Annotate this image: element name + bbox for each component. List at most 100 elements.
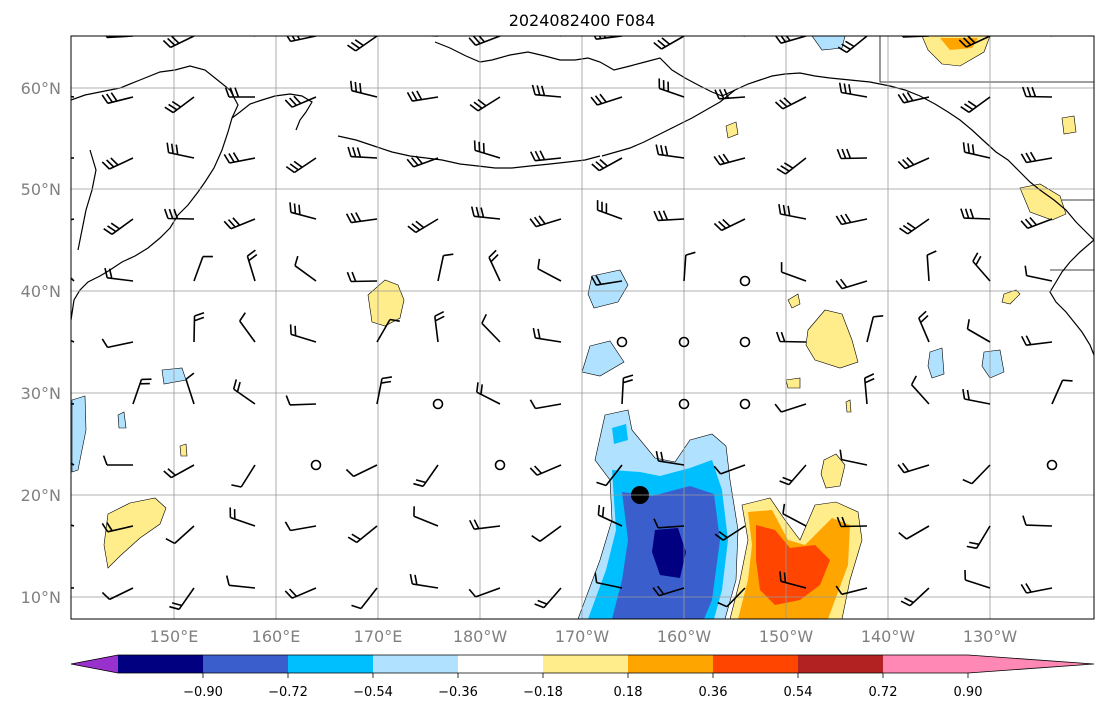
wind-barb	[481, 313, 501, 343]
wind-barb	[132, 378, 152, 405]
colorbar-tick-label: −0.54	[353, 685, 393, 700]
wind-barb	[163, 208, 195, 220]
negative-anomaly-islet5	[927, 347, 945, 379]
wind-barb	[835, 278, 868, 290]
wind-barb	[966, 525, 991, 550]
lon-label: 150°W	[759, 627, 814, 646]
wind-barb	[376, 376, 393, 405]
colorbar-tick-label: −0.18	[523, 685, 563, 700]
wind-barb	[223, 217, 256, 230]
wind-barb	[534, 587, 562, 609]
wind-barb	[837, 36, 868, 54]
map-panel	[70, 35, 1095, 620]
wind-barb	[225, 575, 256, 589]
coastline-aleutians	[337, 135, 601, 169]
positive-anomaly-red	[756, 525, 830, 605]
colorbar-extend-max	[968, 655, 1094, 673]
positive-anomaly-6	[820, 453, 846, 489]
wind-barb	[468, 36, 501, 47]
map-frame	[70, 35, 1095, 620]
wind-barb	[780, 262, 807, 282]
wind-barb	[1020, 335, 1053, 346]
wind-barb	[413, 506, 439, 527]
wind-barb	[223, 152, 256, 164]
colorbar-segment	[798, 655, 883, 673]
wind-barb	[169, 587, 195, 611]
wind-barb	[347, 525, 378, 544]
coastline-sakhalin	[77, 149, 97, 251]
calm-wind-marker	[678, 398, 690, 410]
wind-barb	[966, 319, 991, 343]
wind-barb	[653, 210, 685, 222]
negative-anomaly-spot	[612, 424, 628, 444]
wind-barb	[531, 84, 562, 98]
coastline-layer	[71, 36, 1094, 356]
wind-barb	[286, 36, 317, 43]
wind-barb	[414, 36, 438, 37]
wind-barb	[224, 87, 255, 98]
wind-barb	[774, 403, 807, 413]
wind-barb	[101, 521, 134, 533]
wind-barb	[476, 382, 501, 405]
wind-barb	[531, 525, 562, 542]
calm-wind-marker	[616, 336, 628, 348]
colorbar-tick-label: 0.72	[869, 685, 898, 700]
wind-barb	[345, 464, 378, 478]
wind-barb	[469, 96, 501, 112]
wind-barb	[285, 395, 317, 406]
wind-barb	[713, 153, 746, 166]
wind-barb	[102, 455, 133, 466]
wind-barb	[779, 571, 807, 589]
grid-layer	[71, 36, 1094, 619]
wind-barb	[71, 218, 75, 221]
wind-barb	[239, 312, 256, 343]
coastline-alaska	[434, 41, 1094, 241]
wind-barb	[590, 275, 623, 286]
wind-barb	[166, 142, 195, 159]
colorbar-segment	[628, 655, 713, 673]
calm-wind-marker	[678, 336, 690, 348]
wind-barb	[103, 218, 134, 235]
wind-barb	[537, 258, 562, 282]
wind-barb	[470, 206, 501, 220]
wind-barb	[104, 267, 134, 282]
wind-barb	[285, 157, 317, 174]
negative-anomaly-west	[71, 395, 87, 473]
wind-barb	[1022, 515, 1053, 527]
wind-barb	[901, 36, 930, 38]
wind-barb	[962, 388, 991, 405]
wind-barb	[289, 324, 317, 343]
wind-barb	[289, 202, 317, 220]
wind-barb	[409, 573, 439, 589]
colorbar-extend-min	[71, 655, 118, 673]
coastline-kamchatka	[231, 93, 313, 131]
wind-barb	[960, 208, 991, 220]
positive-anomaly-13	[725, 121, 739, 139]
wind-barb	[653, 36, 685, 50]
wind-barb	[655, 450, 685, 466]
lat-label: 50°N	[21, 180, 61, 199]
wind-barb	[468, 587, 501, 598]
wind-barb-layer	[71, 36, 1073, 611]
positive-anomaly-14	[179, 443, 188, 457]
wind-barb	[960, 96, 991, 113]
wind-barb	[532, 327, 562, 343]
wind-barb	[376, 318, 400, 343]
negative-anomaly-islet1	[117, 411, 127, 429]
wind-barb	[185, 372, 195, 405]
wind-barb	[1051, 379, 1073, 405]
wind-barb	[738, 36, 745, 37]
lat-label: 40°N	[21, 282, 61, 301]
wind-barb	[163, 464, 195, 479]
wind-barb	[918, 310, 930, 343]
calm-wind-marker	[310, 459, 322, 471]
wind-barb	[437, 253, 454, 282]
wind-barb	[836, 516, 868, 528]
wind-barb	[193, 255, 213, 282]
lon-label: 170°W	[555, 627, 610, 646]
wind-barb	[926, 250, 937, 282]
wind-barb	[658, 78, 685, 98]
wind-barb	[897, 91, 930, 104]
calm-wind-marker	[432, 398, 444, 410]
negative-anomaly-islet7	[811, 36, 846, 51]
